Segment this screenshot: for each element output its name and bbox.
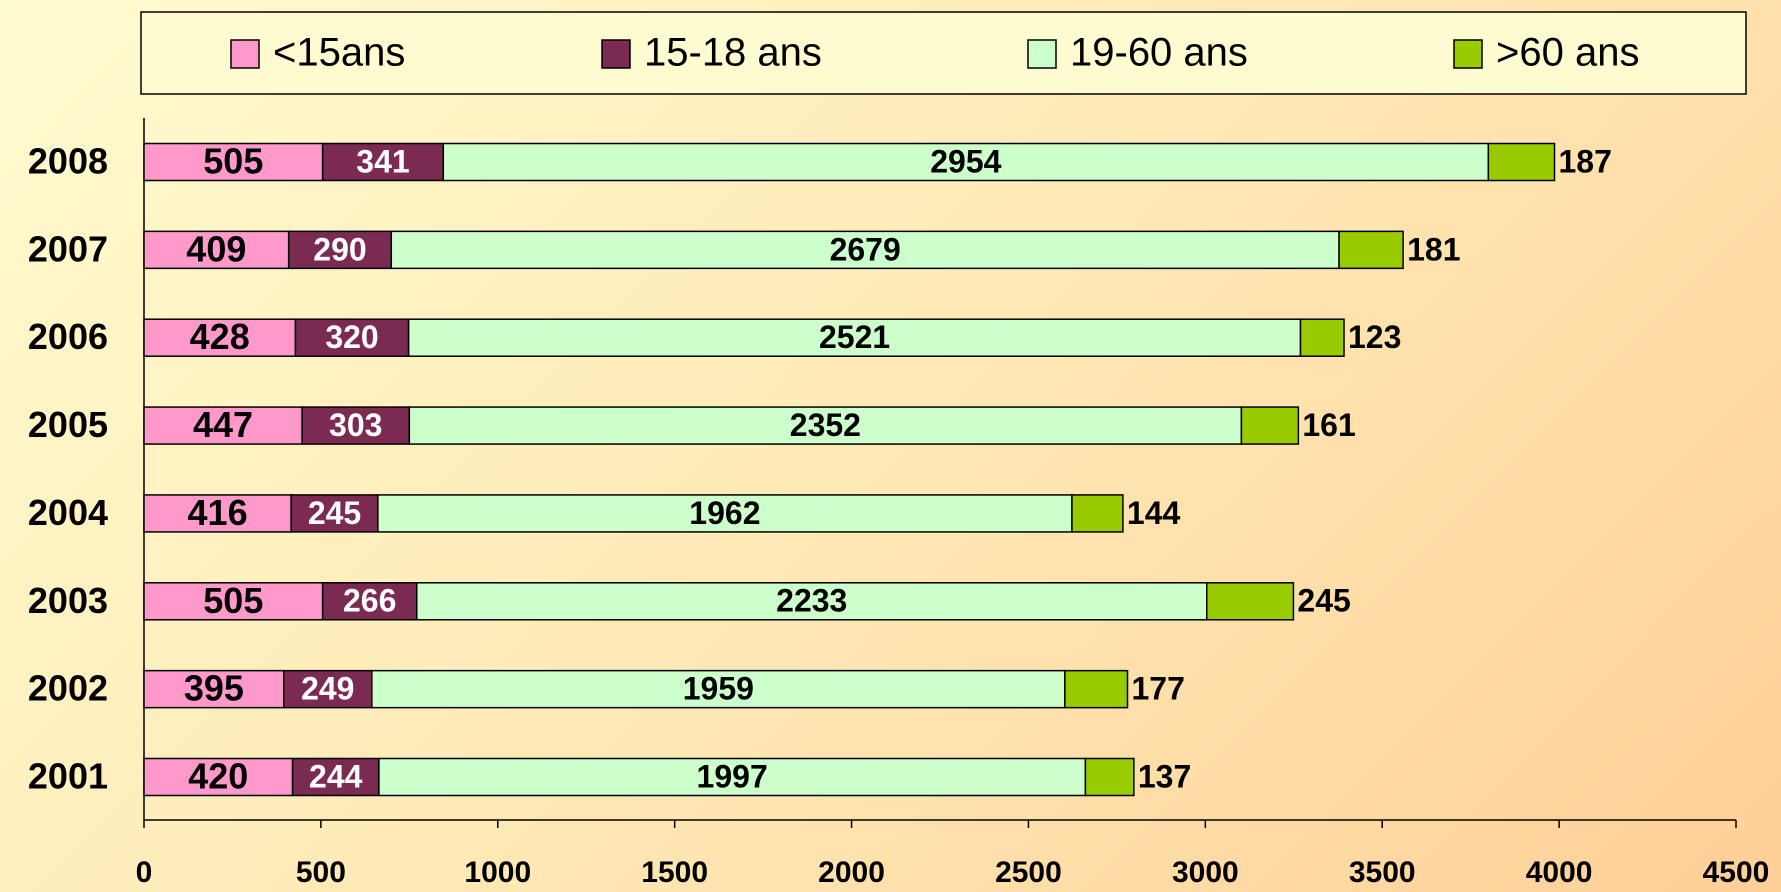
value-label: 2233 <box>776 583 847 619</box>
legend-label: 19-60 ans <box>1070 31 1248 75</box>
legend-label: 15-18 ans <box>644 31 822 75</box>
value-label: 2679 <box>830 231 901 267</box>
bar-segment <box>287 230 393 270</box>
bar-segment <box>143 318 297 357</box>
bar-segment <box>377 494 1073 533</box>
bar-segment <box>143 406 303 445</box>
bar-segment <box>416 582 1208 621</box>
value-label: 395 <box>184 668 244 709</box>
legend-swatch <box>1027 39 1057 69</box>
bar-segment <box>1487 142 1556 182</box>
x-tick-label: 4500 <box>1703 856 1770 889</box>
value-label: 447 <box>193 404 253 445</box>
bar-segment <box>294 318 410 357</box>
bar-segment <box>1064 669 1129 709</box>
bar-segment <box>143 757 294 797</box>
value-label: 266 <box>343 583 396 619</box>
bar-segment <box>390 230 1340 270</box>
value-label: 2954 <box>930 143 1001 179</box>
value-label: 505 <box>203 141 263 182</box>
legend-swatch <box>230 39 260 69</box>
value-label: 409 <box>186 228 246 269</box>
bar-segment <box>378 757 1087 797</box>
value-label: 181 <box>1407 231 1460 267</box>
x-tick-label: 1000 <box>464 856 531 889</box>
value-label: 187 <box>1559 143 1612 179</box>
legend-swatch <box>1453 39 1483 69</box>
value-label: 144 <box>1127 495 1181 531</box>
bar-segment <box>143 669 285 709</box>
y-tick-label: 2002 <box>28 668 108 709</box>
legend-label: >60 ans <box>1496 31 1639 75</box>
x-tick-label: 500 <box>296 856 346 889</box>
value-label: 303 <box>329 407 382 443</box>
value-label: 341 <box>356 143 409 179</box>
value-label: 1959 <box>683 671 754 707</box>
x-tick-label: 3500 <box>1349 856 1416 889</box>
bar-segment <box>371 669 1066 709</box>
bar-segment <box>301 406 411 445</box>
value-label: 161 <box>1302 407 1355 443</box>
value-label: 420 <box>188 756 248 797</box>
y-tick-label: 2005 <box>28 404 108 445</box>
bar-segment <box>1338 230 1404 270</box>
value-label: 137 <box>1138 758 1191 794</box>
bar-segment <box>291 757 380 797</box>
value-label: 416 <box>188 492 248 533</box>
bar-segment <box>143 494 292 533</box>
value-label: 290 <box>313 231 366 267</box>
x-tick-label: 4000 <box>1526 856 1593 889</box>
value-label: 245 <box>308 495 361 531</box>
bar-segment <box>143 230 290 270</box>
value-label: 245 <box>1297 583 1350 619</box>
y-tick-label: 2004 <box>28 492 108 533</box>
legend-label: <15ans <box>273 31 405 75</box>
bar-segment <box>1240 406 1300 445</box>
x-tick-label: 1500 <box>641 856 708 889</box>
legend-swatch <box>601 39 631 69</box>
bar-segment <box>321 582 418 621</box>
value-label: 177 <box>1132 671 1185 707</box>
bar-segment <box>321 142 445 182</box>
bar-segment <box>1084 757 1135 797</box>
x-tick-label: 0 <box>136 856 153 889</box>
bar-segment <box>282 669 373 709</box>
y-tick-label: 2006 <box>28 316 108 357</box>
value-label: 2521 <box>819 319 890 355</box>
value-label: 244 <box>309 758 363 794</box>
value-label: 123 <box>1348 319 1401 355</box>
value-label: 249 <box>301 671 354 707</box>
x-tick-label: 3000 <box>1172 856 1239 889</box>
value-label: 320 <box>325 319 378 355</box>
value-label: 505 <box>203 580 263 621</box>
value-label: 428 <box>190 316 250 357</box>
bar-segment <box>1299 318 1345 357</box>
value-label: 1962 <box>689 495 760 531</box>
bar-segment <box>1205 582 1295 621</box>
value-label: 1997 <box>697 758 768 794</box>
x-tick-label: 2000 <box>818 856 885 889</box>
x-tick-label: 2500 <box>995 856 1062 889</box>
bar-segment <box>408 406 1243 445</box>
value-label: 2352 <box>790 407 861 443</box>
y-tick-label: 2007 <box>28 228 108 269</box>
y-tick-label: 2003 <box>28 580 108 621</box>
y-tick-label: 2001 <box>28 756 108 797</box>
y-tick-label: 2008 <box>28 141 108 182</box>
bar-segment <box>1071 494 1124 533</box>
